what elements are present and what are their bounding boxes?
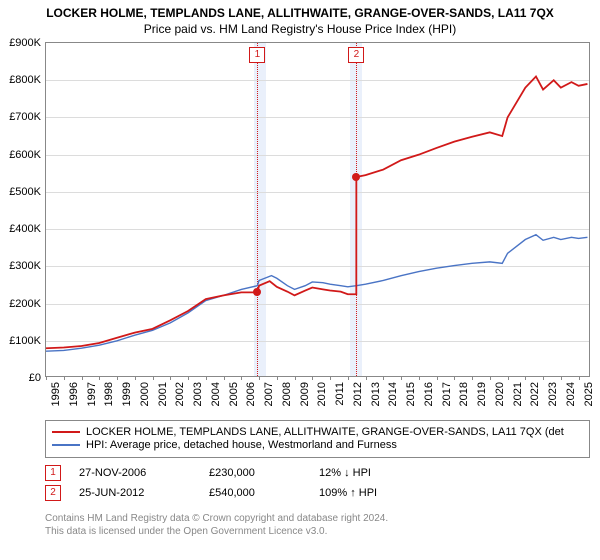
y-tick-label: £0 (29, 372, 41, 384)
plot-area: £0£100K£200K£300K£400K£500K£600K£700K£80… (45, 42, 590, 377)
event-num-badge: 1 (45, 465, 61, 481)
x-tick-label: 2008 (281, 382, 293, 406)
event-delta: 12% ↓ HPI (319, 467, 371, 479)
x-tick-label: 1998 (103, 382, 115, 406)
x-tick-label: 2016 (423, 382, 435, 406)
event-price: £540,000 (209, 487, 319, 499)
x-tick-label: 2012 (352, 382, 364, 406)
event-dot (352, 173, 360, 181)
legend-label: HPI: Average price, detached house, West… (86, 439, 397, 451)
footnote: Contains HM Land Registry data © Crown c… (45, 512, 388, 538)
event-price: £230,000 (209, 467, 319, 479)
x-tick-label: 2002 (174, 382, 186, 406)
chart-title-address: LOCKER HOLME, TEMPLANDS LANE, ALLITHWAIT… (0, 0, 600, 20)
x-tick-label: 2006 (245, 382, 257, 406)
x-tick-label: 2011 (334, 382, 346, 406)
x-tick-label: 2020 (494, 382, 506, 406)
y-tick-label: £800K (9, 74, 41, 86)
x-tick-label: 2025 (583, 382, 595, 406)
x-tick-label: 2000 (139, 382, 151, 406)
x-tick-label: 2021 (512, 382, 524, 406)
x-tick-label: 2004 (210, 382, 222, 406)
y-tick-label: £500K (9, 186, 41, 198)
x-tick-label: 2024 (565, 382, 577, 406)
footnote-line2: This data is licensed under the Open Gov… (45, 525, 388, 538)
event-table: 1 27-NOV-2006£230,00012% ↓ HPI 2 25-JUN-201… (45, 465, 377, 505)
x-tick-label: 2010 (316, 382, 328, 406)
legend-swatch (52, 444, 80, 446)
x-tick-label: 1995 (50, 382, 62, 406)
footnote-line1: Contains HM Land Registry data © Crown c… (45, 512, 388, 525)
event-num-badge: 2 (45, 485, 61, 501)
y-tick-label: £700K (9, 111, 41, 123)
series-property-line (46, 77, 587, 349)
x-tick-label: 2003 (192, 382, 204, 406)
event-dot (253, 288, 261, 296)
x-tick-label: 2015 (405, 382, 417, 406)
chart-container: { "layout": { "chart": { "left": 45, "to… (0, 0, 600, 560)
event-delta: 109% ↑ HPI (319, 487, 377, 499)
x-tick-label: 2018 (458, 382, 470, 406)
x-tick-label: 2013 (370, 382, 382, 406)
x-tick-label: 2009 (299, 382, 311, 406)
legend-label: LOCKER HOLME, TEMPLANDS LANE, ALLITHWAIT… (86, 426, 564, 438)
event-row: 1 27-NOV-2006£230,00012% ↓ HPI (45, 465, 377, 481)
y-tick-label: £200K (9, 298, 41, 310)
y-tick-label: £100K (9, 335, 41, 347)
y-tick-label: £300K (9, 260, 41, 272)
series-hpi-line (46, 235, 587, 352)
chart-subtitle: Price paid vs. HM Land Registry's House … (0, 20, 600, 36)
event-date: 25-JUN-2012 (79, 487, 209, 499)
x-tick-label: 2005 (228, 382, 240, 406)
legend-item: LOCKER HOLME, TEMPLANDS LANE, ALLITHWAIT… (52, 426, 583, 438)
legend-swatch (52, 431, 80, 433)
x-tick-label: 1996 (68, 382, 80, 406)
x-tick-label: 1999 (121, 382, 133, 406)
y-tick-label: £600K (9, 149, 41, 161)
x-tick-label: 2022 (529, 382, 541, 406)
legend-item: HPI: Average price, detached house, West… (52, 439, 583, 451)
x-tick-label: 2019 (476, 382, 488, 406)
x-tick-label: 2023 (547, 382, 559, 406)
x-tick-label: 2007 (263, 382, 275, 406)
event-date: 27-NOV-2006 (79, 467, 209, 479)
series-svg (46, 43, 591, 378)
x-tick-label: 2014 (387, 382, 399, 406)
x-tick-label: 2001 (157, 382, 169, 406)
legend: LOCKER HOLME, TEMPLANDS LANE, ALLITHWAIT… (45, 420, 590, 458)
x-tick-label: 2017 (441, 382, 453, 406)
event-row: 2 25-JUN-2012£540,000109% ↑ HPI (45, 485, 377, 501)
y-tick-label: £900K (9, 37, 41, 49)
y-tick-label: £400K (9, 223, 41, 235)
x-tick-label: 1997 (86, 382, 98, 406)
